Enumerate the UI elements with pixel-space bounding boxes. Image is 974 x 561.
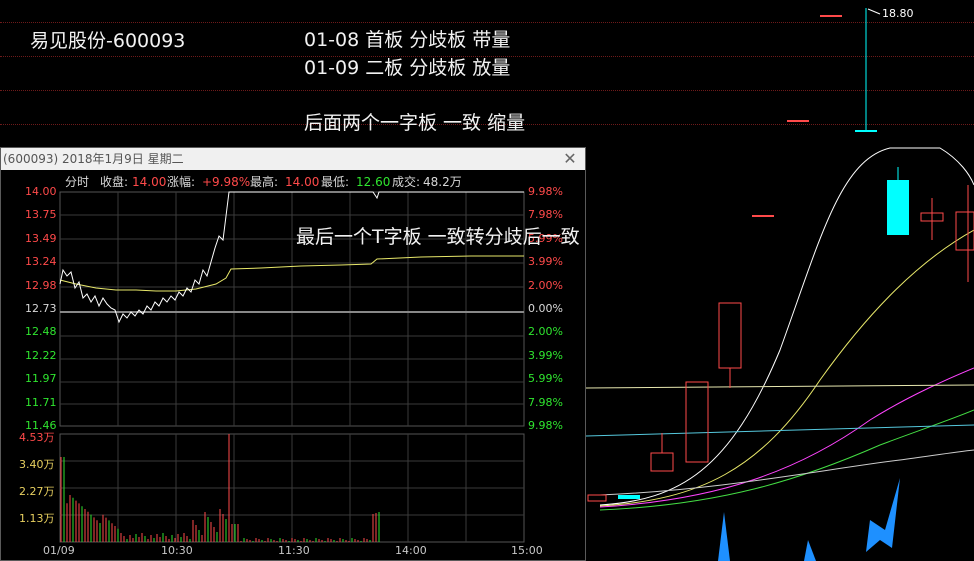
tab-minute[interactable]: 分时 [65, 175, 90, 189]
volume-tick-label: 2.27万 [19, 485, 55, 498]
percent-tick-label: 7.98% [528, 208, 563, 222]
volume-bars [60, 434, 380, 542]
annotation-line-1: 01-08 首板 分歧板 带量 [304, 29, 511, 51]
candle-cyan-small [618, 495, 640, 499]
low-label: 最低: [321, 175, 350, 189]
percent-tick-label: 3.99% [528, 255, 563, 269]
volume-value: 48.2万 [423, 175, 462, 189]
percent-tick-label: 2.00% [528, 325, 563, 339]
high-marker-label: 18.80 [882, 7, 914, 20]
volume-tick-label: 3.40万 [19, 458, 55, 471]
volume-tick-label: 4.53万 [19, 431, 55, 444]
grid-line [0, 90, 974, 91]
ma-line-gray [599, 449, 974, 496]
grid-line [0, 22, 974, 23]
volume-grid [60, 434, 524, 542]
grid-line [0, 56, 974, 57]
price-tick-label: 11.71 [25, 395, 57, 409]
price-tick-label: 12.73 [25, 302, 57, 315]
annotation-line-2: 01-09 二板 分歧板 放量 [304, 57, 511, 79]
percent-tick-label: 9.98% [528, 185, 563, 198]
popup-title: (600093) 2018年1月9日 星期二 [3, 152, 184, 166]
close-label: 收盘: [100, 175, 129, 189]
time-tick-label: 14:00 [395, 544, 427, 557]
candle-cyan [887, 180, 909, 235]
ma-line-lightyellow [585, 384, 974, 389]
volume-label: 成交: [392, 175, 421, 189]
percent-tick-label: 0.00% [528, 302, 563, 315]
percent-tick-label: 5.99% [528, 372, 563, 386]
ma-line-yellow [599, 229, 974, 507]
percent-tick-label: 5.99% [528, 231, 563, 245]
price-tick-label: 11.97 [25, 372, 57, 386]
blue-arrow-icon [718, 512, 730, 561]
percent-tick-label: 7.98% [528, 395, 563, 409]
quote-info-bar: 分时 收盘: 14.00 涨幅: +9.98% 最高: 14.00 最低: 12… [1, 172, 585, 192]
annotation-line-3: 后面两个一字板 一致 缩量 [304, 112, 526, 134]
price-tick-label: 12.22 [25, 348, 57, 362]
time-tick-label: 11:30 [278, 544, 310, 557]
high-value: 14.00 [285, 175, 320, 189]
price-tick-label: 13.24 [25, 255, 57, 269]
high-label: 最高: [250, 175, 279, 189]
high-marker-arrow [867, 8, 881, 15]
price-tick-label: 14.00 [25, 185, 57, 198]
grid-line [0, 124, 974, 125]
price-tick-label: 12.48 [25, 325, 57, 339]
volume-tick-label: 1.13万 [19, 512, 55, 525]
price-tick-label: 13.75 [25, 208, 57, 222]
annotation-line-4: 最后一个T字板 一致转分歧后一致 [296, 226, 580, 248]
stock-name-annotation: 易见股份-600093 [30, 30, 186, 52]
percent-tick-label: 3.99% [528, 348, 563, 362]
price-grid [60, 192, 524, 426]
intraday-chart[interactable] [1, 148, 585, 560]
blue-arrow-icon [866, 478, 900, 552]
close-icon[interactable]: ✕ [563, 149, 577, 168]
popup-title-bar[interactable]: (600093) 2018年1月9日 星期二 [1, 148, 585, 170]
time-tick-label: 15:00 [511, 544, 543, 557]
low-value: 12.60 [356, 175, 391, 189]
price-tick-label: 12.98 [25, 278, 57, 292]
price-line [59, 191, 524, 324]
percent-tick-label: 9.98% [528, 419, 563, 432]
close-value: 14.00 [132, 175, 167, 189]
time-tick-label: 01/09 [43, 544, 75, 557]
price-tick-label: 11.46 [25, 419, 57, 432]
change-value: +9.98% [202, 175, 251, 189]
ma-line-green [599, 409, 974, 511]
avg-price-line [59, 255, 524, 292]
change-label: 涨幅: [167, 175, 196, 189]
ma-line-magenta [599, 367, 974, 508]
intraday-popup: (600093) 2018年1月9日 星期二 ✕ 分时 收盘: 14.00 涨幅… [0, 147, 586, 561]
percent-tick-label: 2.00% [528, 278, 563, 292]
ma-line-cyan [585, 424, 974, 437]
blue-arrow-icon [804, 540, 816, 561]
ma-line-white [599, 147, 974, 506]
price-tick-label: 13.49 [25, 231, 57, 245]
candle [587, 185, 974, 502]
time-tick-label: 10:30 [161, 544, 193, 557]
